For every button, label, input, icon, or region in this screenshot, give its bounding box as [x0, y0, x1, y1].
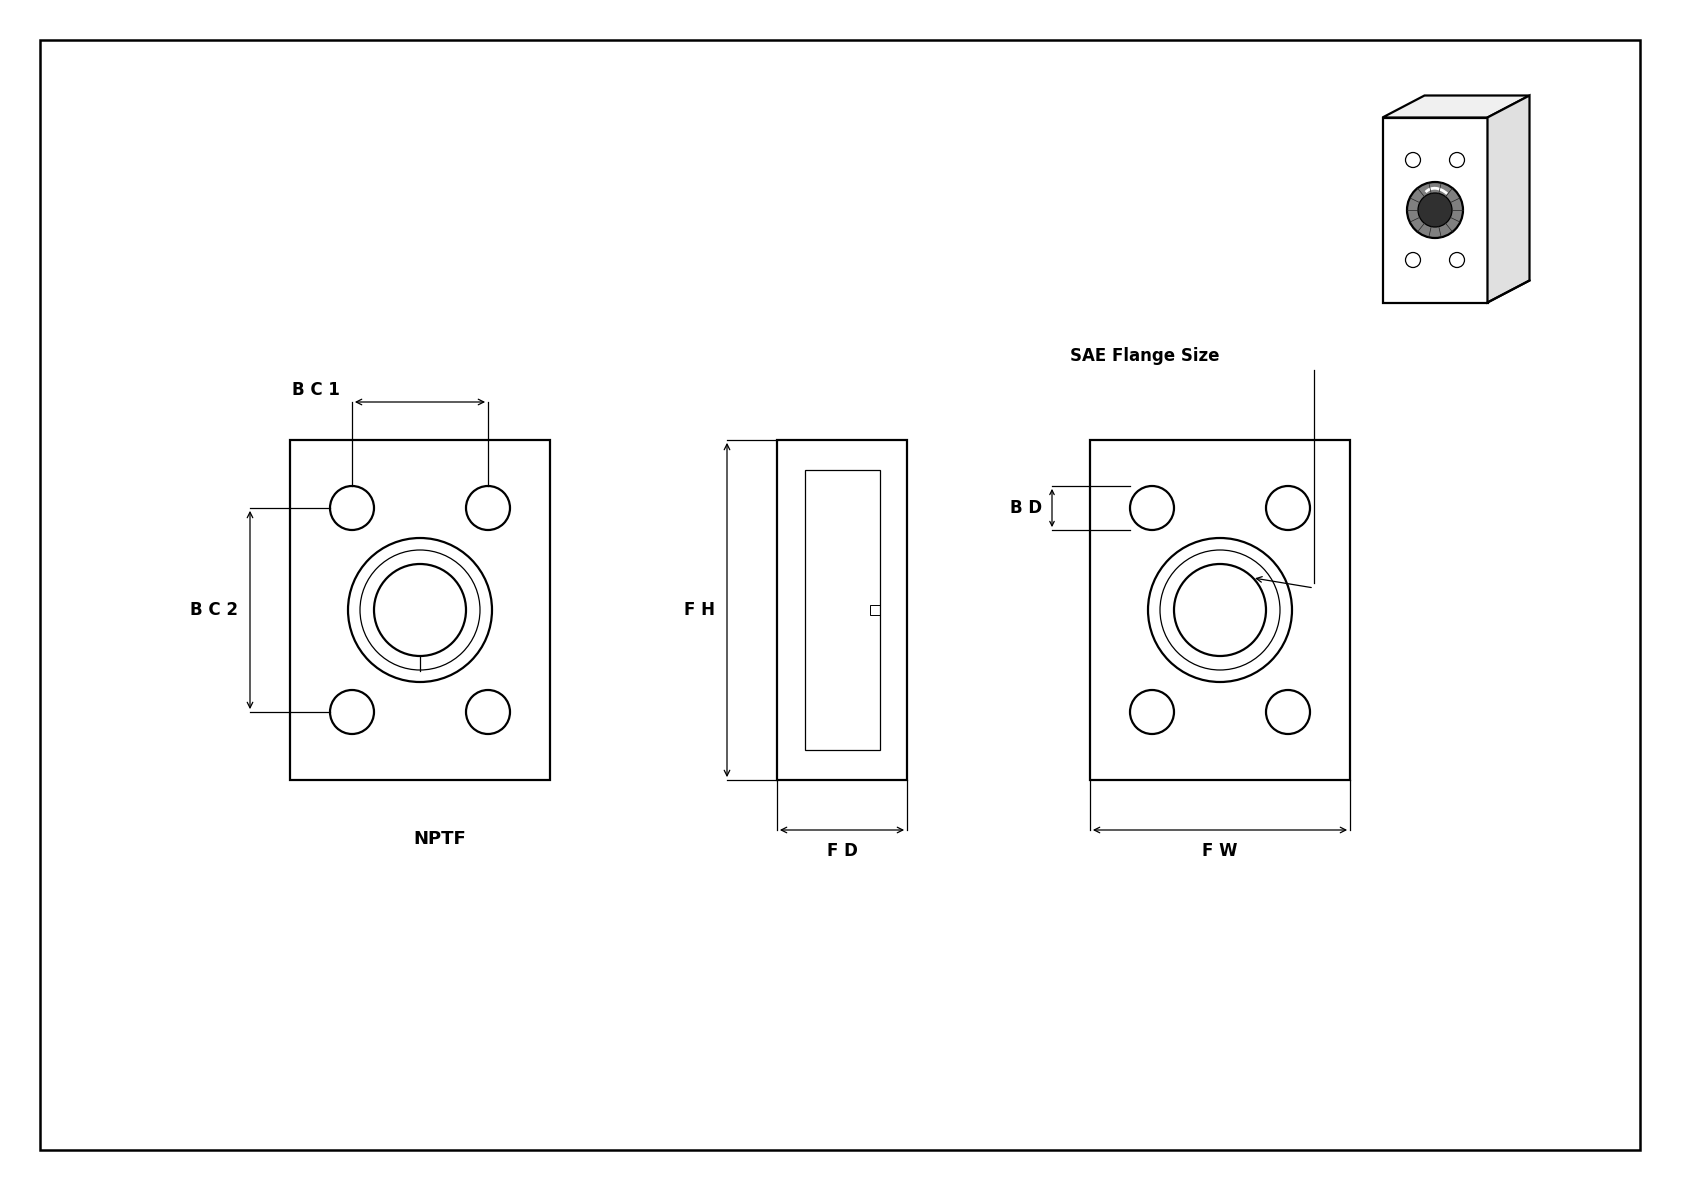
- Bar: [805, 470, 879, 750]
- Bar: [776, 440, 908, 779]
- Text: F W: F W: [1202, 843, 1238, 860]
- Text: NPTF: NPTF: [414, 829, 466, 848]
- Circle shape: [1406, 152, 1421, 168]
- Text: F H: F H: [684, 601, 716, 619]
- Text: SAE Flange Size: SAE Flange Size: [1069, 347, 1219, 365]
- Polygon shape: [1383, 95, 1529, 118]
- Text: F D: F D: [827, 843, 857, 860]
- Bar: [1090, 440, 1351, 779]
- Bar: [290, 440, 551, 779]
- Circle shape: [1418, 193, 1452, 227]
- Text: B C 2: B C 2: [190, 601, 237, 619]
- Circle shape: [1450, 252, 1465, 268]
- Circle shape: [1406, 252, 1421, 268]
- Text: B C 1: B C 1: [291, 381, 340, 399]
- Circle shape: [1408, 182, 1463, 238]
- Polygon shape: [1487, 95, 1529, 302]
- Text: B D: B D: [1010, 499, 1042, 516]
- Bar: [869, 605, 879, 615]
- Circle shape: [1450, 152, 1465, 168]
